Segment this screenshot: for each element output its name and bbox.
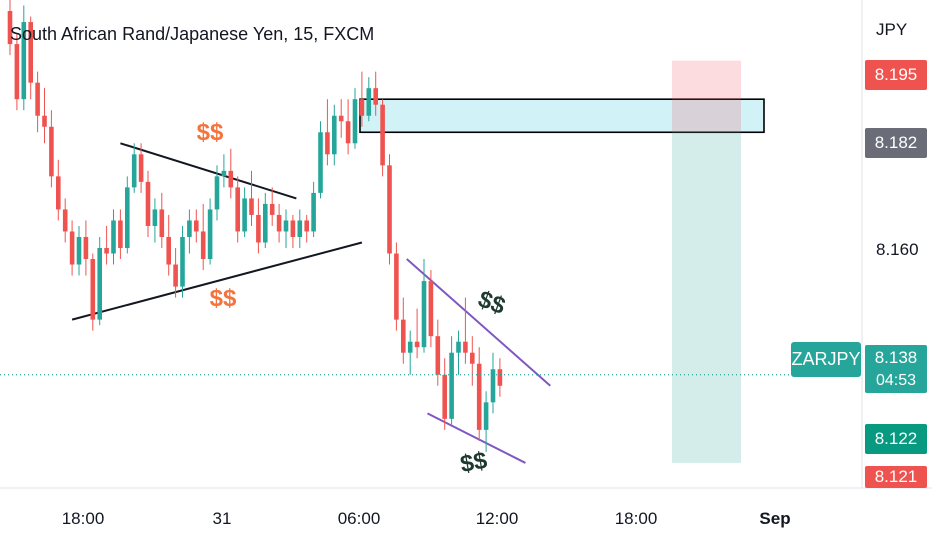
candle-body <box>125 187 130 248</box>
candle-body <box>490 369 496 403</box>
triangle-upper-line <box>120 142 297 200</box>
candle-body <box>90 259 96 320</box>
x-tick-1200: 12:00 <box>475 509 519 528</box>
candle-body <box>131 154 137 188</box>
candle-body <box>476 363 482 430</box>
chart-title: South African Rand/Japanese Yen, 15, FXC… <box>10 24 375 44</box>
position-risk-zone <box>672 60 741 133</box>
candle-body <box>7 11 13 45</box>
x-tick-sep: Sep <box>759 509 791 528</box>
candle-body <box>256 214 261 243</box>
candle-body <box>304 220 309 232</box>
candle-body <box>414 341 420 348</box>
candle-body <box>290 220 296 237</box>
candle-body <box>428 281 434 337</box>
position-reward-zone <box>672 132 741 463</box>
candle-body <box>104 248 109 254</box>
candle-body <box>435 336 441 375</box>
candle-body <box>401 319 406 353</box>
candle-body <box>394 253 399 320</box>
candle-body <box>442 374 447 419</box>
candle-body <box>366 88 372 116</box>
candle-body <box>283 220 289 232</box>
candle-body <box>138 154 144 182</box>
candle-body <box>449 352 454 419</box>
candle-body <box>276 214 282 232</box>
candle-body <box>311 192 316 232</box>
candle-body <box>228 170 234 188</box>
candle-body <box>325 132 330 155</box>
x-tick-1800: 18:00 <box>61 509 105 528</box>
candle-body <box>62 209 68 232</box>
x-tick-31: 31 <box>212 509 232 528</box>
current-price-badge: 8.138 <box>865 345 927 369</box>
candle-body <box>338 115 344 122</box>
candle-body <box>242 198 247 232</box>
low-price-badge: 8.121 <box>865 466 927 488</box>
candle-body <box>118 220 123 248</box>
candle-body <box>56 176 61 210</box>
candle-body <box>407 341 413 353</box>
candle-body <box>297 220 303 237</box>
y-tick-8160: 8.160 <box>876 240 919 259</box>
candle-body <box>421 281 427 348</box>
candle-body <box>76 236 82 265</box>
candle-body <box>21 22 27 100</box>
candle-body <box>166 236 171 265</box>
dollar-annotation-bottom: $$ <box>210 285 237 312</box>
target-price-badge: 8.122 <box>865 424 927 454</box>
currency-label: JPY <box>876 20 908 39</box>
candle-body <box>145 181 151 226</box>
candle-body <box>28 22 33 83</box>
candle-body <box>387 165 392 254</box>
candle-body <box>180 236 185 287</box>
candle-body <box>318 132 323 193</box>
candle-body <box>42 115 47 127</box>
candle-body <box>352 99 358 144</box>
wedge-lower-line <box>426 412 526 464</box>
dollar-annotation-wedge-top: $$ <box>474 286 509 321</box>
candle-body <box>380 104 385 166</box>
candle-body <box>14 44 20 100</box>
candle-body <box>83 236 89 260</box>
stop-price-badge: 8.195 <box>865 60 927 90</box>
candle-body <box>373 88 378 105</box>
candle-body <box>194 220 199 232</box>
candle-body <box>49 126 54 177</box>
candle-body <box>269 203 275 215</box>
candle-body <box>214 176 220 210</box>
candle-body <box>200 231 206 260</box>
candle-body <box>249 198 254 215</box>
candle-body <box>463 341 468 353</box>
triangle-lower-line <box>71 241 363 321</box>
countdown-badge: 04:53 <box>865 369 927 393</box>
symbol-badge: ZARJPY <box>791 342 861 377</box>
candle-body <box>69 231 75 265</box>
candle-body <box>235 187 240 232</box>
candle-body <box>345 121 351 144</box>
x-tick-1800b: 18:00 <box>614 509 658 528</box>
candle-body <box>159 209 165 237</box>
candle-body <box>35 82 40 116</box>
candle-body <box>483 402 489 430</box>
candle-body <box>173 264 178 287</box>
candle-body <box>221 170 227 177</box>
candle-body <box>497 369 503 386</box>
dollar-annotation-top: $$ <box>197 119 224 146</box>
candle-body <box>470 352 475 364</box>
candle-body <box>263 203 268 243</box>
dollar-annotation-wedge-bottom: $$ <box>458 447 490 478</box>
candle-body <box>359 99 365 116</box>
candle-body <box>456 341 461 353</box>
zone-price-badge: 8.182 <box>865 128 927 158</box>
candle-body <box>207 209 213 260</box>
candle-body <box>111 220 116 254</box>
candle-body <box>332 115 337 155</box>
candle-body <box>152 209 158 226</box>
candle-body <box>187 220 192 237</box>
candle-body <box>97 248 102 320</box>
x-tick-0600: 06:00 <box>337 509 381 528</box>
